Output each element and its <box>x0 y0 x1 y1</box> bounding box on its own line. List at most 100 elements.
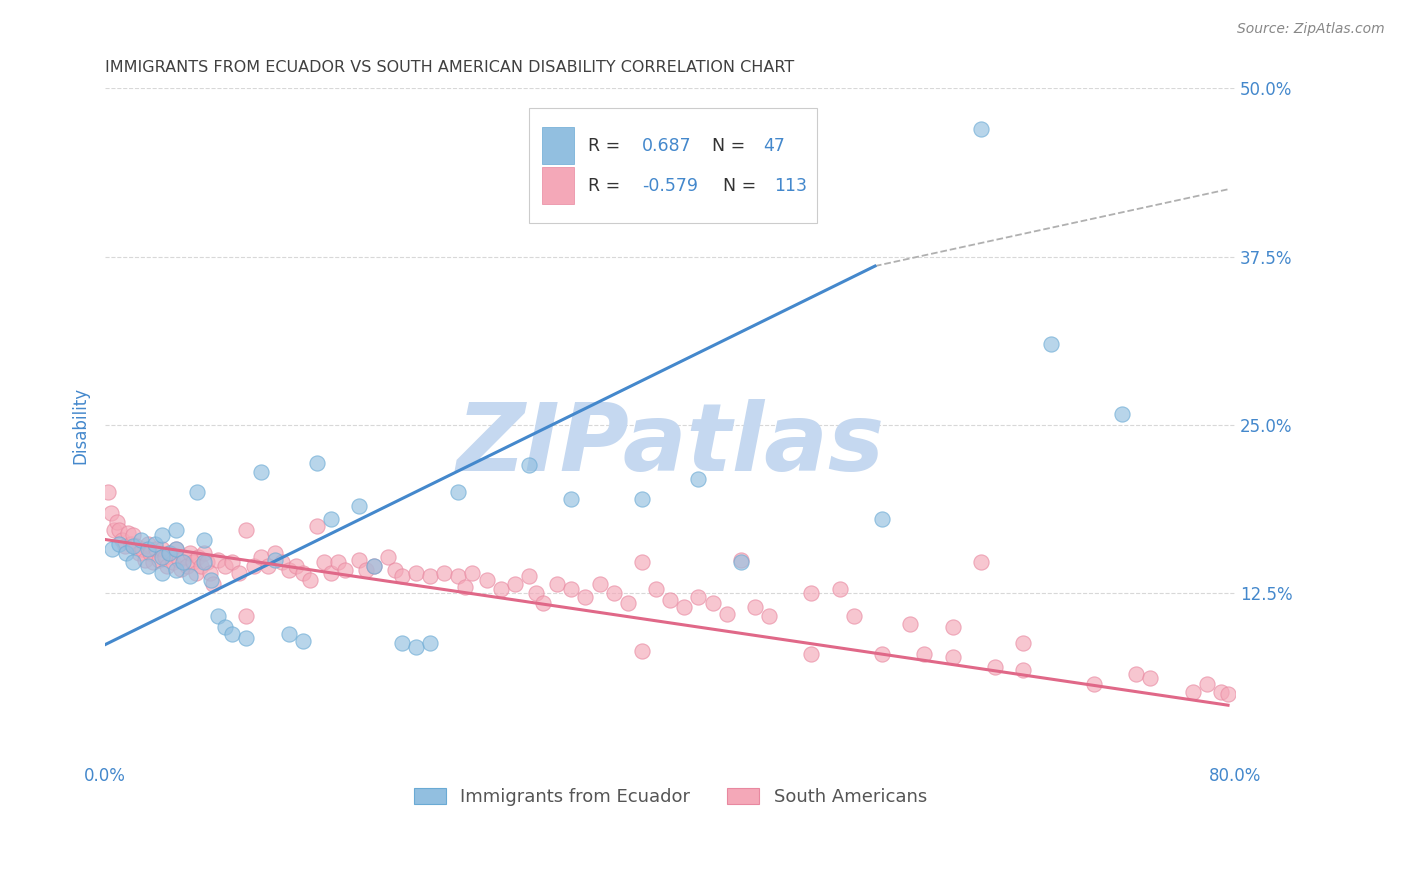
Point <box>170 562 193 576</box>
Point <box>574 591 596 605</box>
Point <box>524 586 547 600</box>
Point <box>447 569 470 583</box>
Point <box>242 559 264 574</box>
Point <box>730 552 752 566</box>
Point <box>221 556 243 570</box>
Point <box>284 559 307 574</box>
Point <box>321 566 343 581</box>
Text: 113: 113 <box>775 177 807 195</box>
Point <box>419 636 441 650</box>
Point <box>1012 636 1035 650</box>
Point <box>489 582 512 597</box>
Point <box>291 566 314 581</box>
Point <box>179 569 201 583</box>
Point <box>307 456 329 470</box>
Point <box>235 523 257 537</box>
Point <box>201 577 224 591</box>
Point <box>256 559 278 574</box>
Point <box>136 559 159 574</box>
Point <box>363 559 385 574</box>
Point <box>405 566 427 581</box>
Point <box>870 512 893 526</box>
Point <box>314 556 336 570</box>
Point <box>122 539 145 553</box>
Point <box>263 546 285 560</box>
Point <box>433 566 456 581</box>
Point <box>970 121 993 136</box>
Point <box>842 609 865 624</box>
Point <box>120 536 142 550</box>
Point <box>165 523 187 537</box>
Point <box>419 569 441 583</box>
Point <box>517 569 540 583</box>
Point <box>688 472 710 486</box>
Point <box>122 556 145 570</box>
Point <box>291 633 314 648</box>
Point <box>702 596 724 610</box>
Point <box>108 536 131 550</box>
Point <box>363 559 385 574</box>
Point <box>159 546 181 560</box>
Point <box>235 631 257 645</box>
Point <box>125 539 148 553</box>
Point <box>184 566 207 581</box>
Point <box>117 525 139 540</box>
Text: IMMIGRANTS FROM ECUADOR VS SOUTH AMERICAN DISABILITY CORRELATION CHART: IMMIGRANTS FROM ECUADOR VS SOUTH AMERICA… <box>105 60 794 75</box>
Point <box>101 541 124 556</box>
Point <box>631 556 654 570</box>
Point <box>870 647 893 661</box>
Point <box>115 546 138 560</box>
Point <box>307 519 329 533</box>
Text: Source: ZipAtlas.com: Source: ZipAtlas.com <box>1237 22 1385 37</box>
Point <box>139 546 162 560</box>
Point <box>156 559 179 574</box>
Point <box>461 566 484 581</box>
Point <box>503 577 526 591</box>
Text: 0.687: 0.687 <box>643 136 692 154</box>
Point <box>716 607 738 621</box>
Point <box>167 552 190 566</box>
Point <box>270 556 292 570</box>
Point <box>165 541 187 556</box>
Point <box>172 556 194 570</box>
Point <box>193 556 215 570</box>
Point <box>165 564 187 578</box>
Point <box>1181 684 1204 698</box>
Point <box>249 465 271 479</box>
Point <box>984 660 1007 674</box>
Point <box>1216 687 1239 701</box>
Point <box>546 577 568 591</box>
Point <box>673 599 696 614</box>
Point <box>475 573 498 587</box>
Point <box>531 596 554 610</box>
Point <box>277 564 299 578</box>
Point <box>235 609 257 624</box>
Point <box>165 541 187 556</box>
Point <box>800 586 823 600</box>
Point <box>136 541 159 556</box>
Point <box>173 549 195 564</box>
Text: N =: N = <box>711 136 751 154</box>
Point <box>391 636 413 650</box>
Point <box>249 549 271 564</box>
Point <box>122 528 145 542</box>
Point <box>200 573 222 587</box>
Point <box>631 492 654 507</box>
Point <box>800 647 823 661</box>
Point <box>384 564 406 578</box>
Point <box>228 566 250 581</box>
Point <box>128 546 150 560</box>
Point <box>1012 663 1035 677</box>
Point <box>447 485 470 500</box>
Point <box>912 647 935 661</box>
Point <box>560 582 582 597</box>
Legend: Immigrants from Ecuador, South Americans: Immigrants from Ecuador, South Americans <box>406 780 934 814</box>
Text: R =: R = <box>588 136 626 154</box>
Point <box>1040 337 1063 351</box>
Point <box>97 485 120 500</box>
Point <box>207 552 229 566</box>
Point <box>1083 676 1105 690</box>
Point <box>277 627 299 641</box>
Point <box>688 591 710 605</box>
Point <box>134 552 156 566</box>
